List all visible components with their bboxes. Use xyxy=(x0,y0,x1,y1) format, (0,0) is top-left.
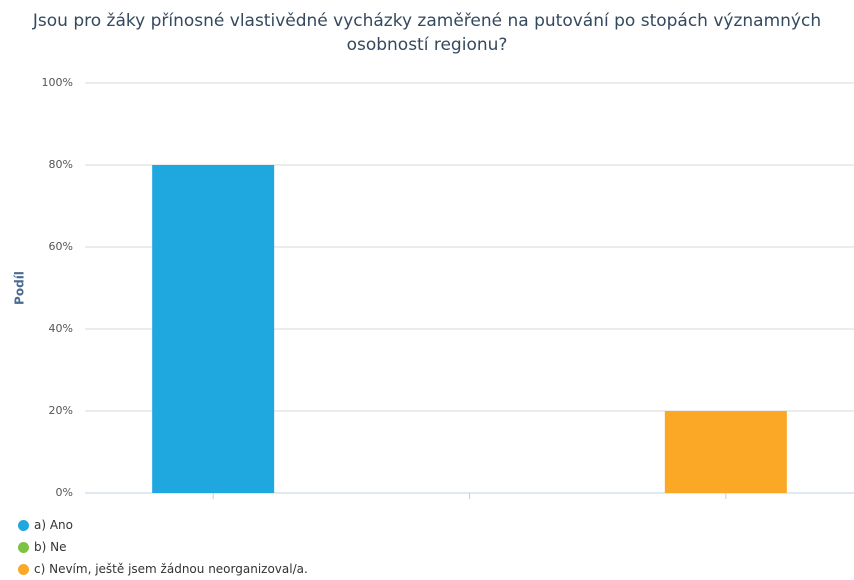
bar xyxy=(152,165,275,493)
legend-marker xyxy=(18,563,29,575)
bar xyxy=(664,411,787,493)
legend-item[interactable]: b) Ne xyxy=(18,536,308,558)
y-tick-label: 60% xyxy=(49,240,73,253)
y-tick-label: 40% xyxy=(49,322,73,335)
legend-item[interactable]: c) Nevím, ještě jsem žádnou neorganizova… xyxy=(18,558,308,580)
legend-label: c) Nevím, ještě jsem žádnou neorganizova… xyxy=(34,562,308,576)
y-tick-label: 80% xyxy=(49,158,73,171)
y-tick-label: 0% xyxy=(56,486,73,499)
legend-item[interactable]: a) Ano xyxy=(18,514,308,536)
chart: Podíl 0% 20% 40% 60% 80% 100% xyxy=(13,76,854,499)
legend-label: b) Ne xyxy=(34,540,67,554)
y-tick-label: 20% xyxy=(49,404,73,417)
legend-label: a) Ano xyxy=(34,518,74,532)
y-axis-label: Podíl xyxy=(13,271,27,305)
legend-marker xyxy=(18,519,29,531)
chart-title: Jsou pro žáky přínosné vlastivědné vychá… xyxy=(32,11,822,55)
legend: a) Ano b) Ne c) Nevím, ještě jsem žádnou n… xyxy=(18,514,308,580)
legend-marker xyxy=(18,541,29,553)
y-tick-label: 100% xyxy=(42,76,73,89)
